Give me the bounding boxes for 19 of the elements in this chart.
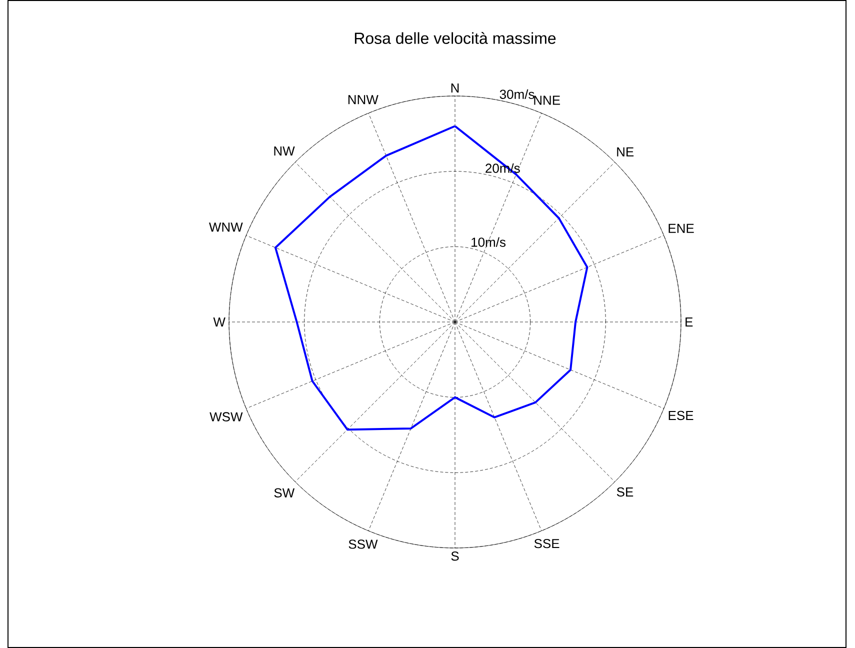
spoke-label: E: [686, 318, 693, 326]
y-tick-label: 10m/s: [472, 237, 506, 247]
spoke-label: SSW: [348, 540, 378, 549]
spoke-label: N: [451, 84, 459, 92]
spoke-label: ESE: [668, 410, 694, 420]
spoke-label: WSW: [210, 412, 243, 422]
spoke-label: SSE: [534, 538, 560, 548]
spoke-label: S: [451, 552, 459, 561]
spoke-label: WNW: [208, 222, 243, 232]
chart-title: Rosa delle velocità massime: [354, 32, 556, 44]
spoke-label: SE: [616, 487, 634, 497]
spoke-label: W: [213, 318, 226, 326]
spoke-label: NNE: [534, 96, 560, 105]
spoke-label: NNW: [348, 95, 378, 104]
y-tick-label: 30m/s: [500, 89, 534, 99]
spoke-label: ENE: [668, 224, 694, 233]
spoke-label: NW: [274, 146, 295, 156]
spoke-label: NE: [617, 147, 634, 156]
spoke-label: SW: [274, 488, 295, 498]
